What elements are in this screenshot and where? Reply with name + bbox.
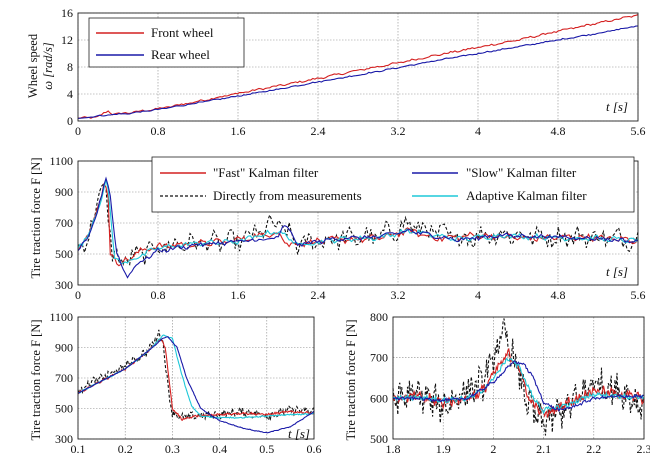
x-tick-label: 0.6 [307,442,322,456]
x-tick-label: 2.2 [586,442,601,456]
legend-box [151,156,635,213]
x-tick-label: 0 [75,124,81,138]
x-tick-label: 0.5 [259,442,274,456]
y-tick-label: 1100 [49,154,73,168]
x-tick-label: 3.2 [391,288,406,302]
y-tick-label: 300 [55,432,73,446]
y-tick-labels: 300 500 700 900 1100 [49,310,73,446]
y-tick-labels: 300 500 700 900 1100 [49,154,73,292]
x-tick-labels: 0 0.8 1.6 2.4 3.2 4 4.8 5.6 [75,124,646,138]
grid-lines [77,316,315,440]
x-tick-label: 5.6 [631,288,646,302]
series-group [77,14,639,119]
series-group [77,176,639,279]
y-axis-label-line2: ω [rad/s] [41,42,55,90]
x-tick-label: 1.6 [231,288,246,302]
x-tick-label: 2.4 [311,288,326,302]
y-tick-label: 12 [61,33,73,47]
x-tick-label: 0.8 [151,124,166,138]
x-tick-label: 4.8 [551,288,566,302]
traction-force-zoom-right-chart: 1.8 1.9 2 2.1 2.2 2.3 500 600 700 800 Tire tract… [344,310,650,456]
x-tick-label: 2 [490,442,496,456]
series-line [392,360,645,413]
y-tick-label: 8 [67,60,73,74]
y-tick-label: 700 [55,371,73,385]
wheel-speed-chart: 0 0.8 1.6 2.4 3.2 4 4.8 5.6 0 4 8 12 16 Wheel speed… [26,6,646,138]
y-tick-label: 900 [55,341,73,355]
y-tick-label: 700 [370,351,388,365]
x-tick-label: 1.6 [231,124,246,138]
series-line [77,25,639,119]
y-axis-label-line1: Wheel speed [26,33,40,98]
series-line [77,179,639,265]
y-tick-label: 700 [55,216,73,230]
x-tick-label: 0.8 [151,288,166,302]
y-axis-label: Tire traction force F [N] [29,157,43,278]
series-group [392,318,645,436]
y-axis-label: Tire traction force F [N] [344,319,358,440]
y-axis-label: Tire traction force F [N] [29,319,43,440]
y-tick-label: 600 [370,391,388,405]
x-tick-label: 0.2 [118,442,133,456]
x-tick-label: 1.8 [386,442,401,456]
y-tick-label: 900 [55,185,73,199]
legend-label-fast-kalman: "Fast" Kalman filter [213,165,319,180]
y-tick-label: 4 [67,87,73,101]
y-tick-labels: 0 4 8 12 16 [61,6,73,128]
legend: Front wheel Rear wheel [88,17,245,68]
plot-frame [77,316,315,440]
x-tick-label: 0.1 [71,442,86,456]
y-tick-label: 0 [67,114,73,128]
series-line [392,347,645,419]
x-tick-label: 5.6 [631,124,646,138]
x-tick-label: 4 [475,124,481,138]
series-line [77,176,639,279]
x-tick-label: 2.4 [311,124,326,138]
y-tick-label: 500 [370,432,388,446]
y-tick-labels: 500 600 700 800 [370,310,388,446]
y-tick-label: 800 [370,310,388,324]
x-tick-labels: 0 0.8 1.6 2.4 3.2 4 4.8 5.6 [75,288,646,302]
x-tick-label: 0.4 [212,442,227,456]
legend-label-front-wheel: Front wheel [151,25,214,40]
y-tick-label: 500 [55,247,73,261]
x-tick-label: 4 [475,288,481,302]
y-tick-label: 16 [61,6,73,20]
x-tick-label: 4.8 [551,124,566,138]
x-axis-label: t [s] [288,426,310,441]
series-group [77,329,315,434]
legend-label-rear-wheel: Rear wheel [151,47,210,62]
legend: "Fast" Kalman filter Directly from measu… [151,156,635,213]
plot-frame [392,316,645,440]
y-tick-label: 300 [55,278,73,292]
x-tick-label: 3.2 [391,124,406,138]
y-tick-label: 1100 [49,310,73,324]
series-line [77,337,315,421]
x-axis-label: t [s] [606,264,628,279]
x-axis-label: t [s] [606,99,628,114]
legend-label-direct: Directly from measurements [213,188,362,203]
x-tick-label: 0 [75,288,81,302]
y-tick-label: 500 [55,402,73,416]
traction-force-full-chart: 0 0.8 1.6 2.4 3.2 4 4.8 5.6 300 500 700 900 1100 Ti… [29,154,646,302]
legend-label-slow-kalman: "Slow" Kalman filter [466,165,577,180]
x-tick-label: 2.1 [536,442,551,456]
traction-force-zoom-left-chart: 0.1 0.2 0.3 0.4 0.5 0.6 300 500 700 900 1100 Tire… [29,310,322,456]
legend-label-adaptive-kalman: Adaptive Kalman filter [466,188,587,203]
series-line [392,318,645,436]
series-line [77,336,315,434]
x-tick-labels: 0.1 0.2 0.3 0.4 0.5 0.6 [71,442,322,456]
plot-frame [77,12,639,122]
x-tick-label: 1.9 [436,442,451,456]
x-tick-label: 2.3 [637,442,650,456]
legend-box [88,17,245,68]
x-tick-labels: 1.8 1.9 2 2.1 2.2 2.3 [386,442,650,456]
x-tick-label: 0.3 [165,442,180,456]
